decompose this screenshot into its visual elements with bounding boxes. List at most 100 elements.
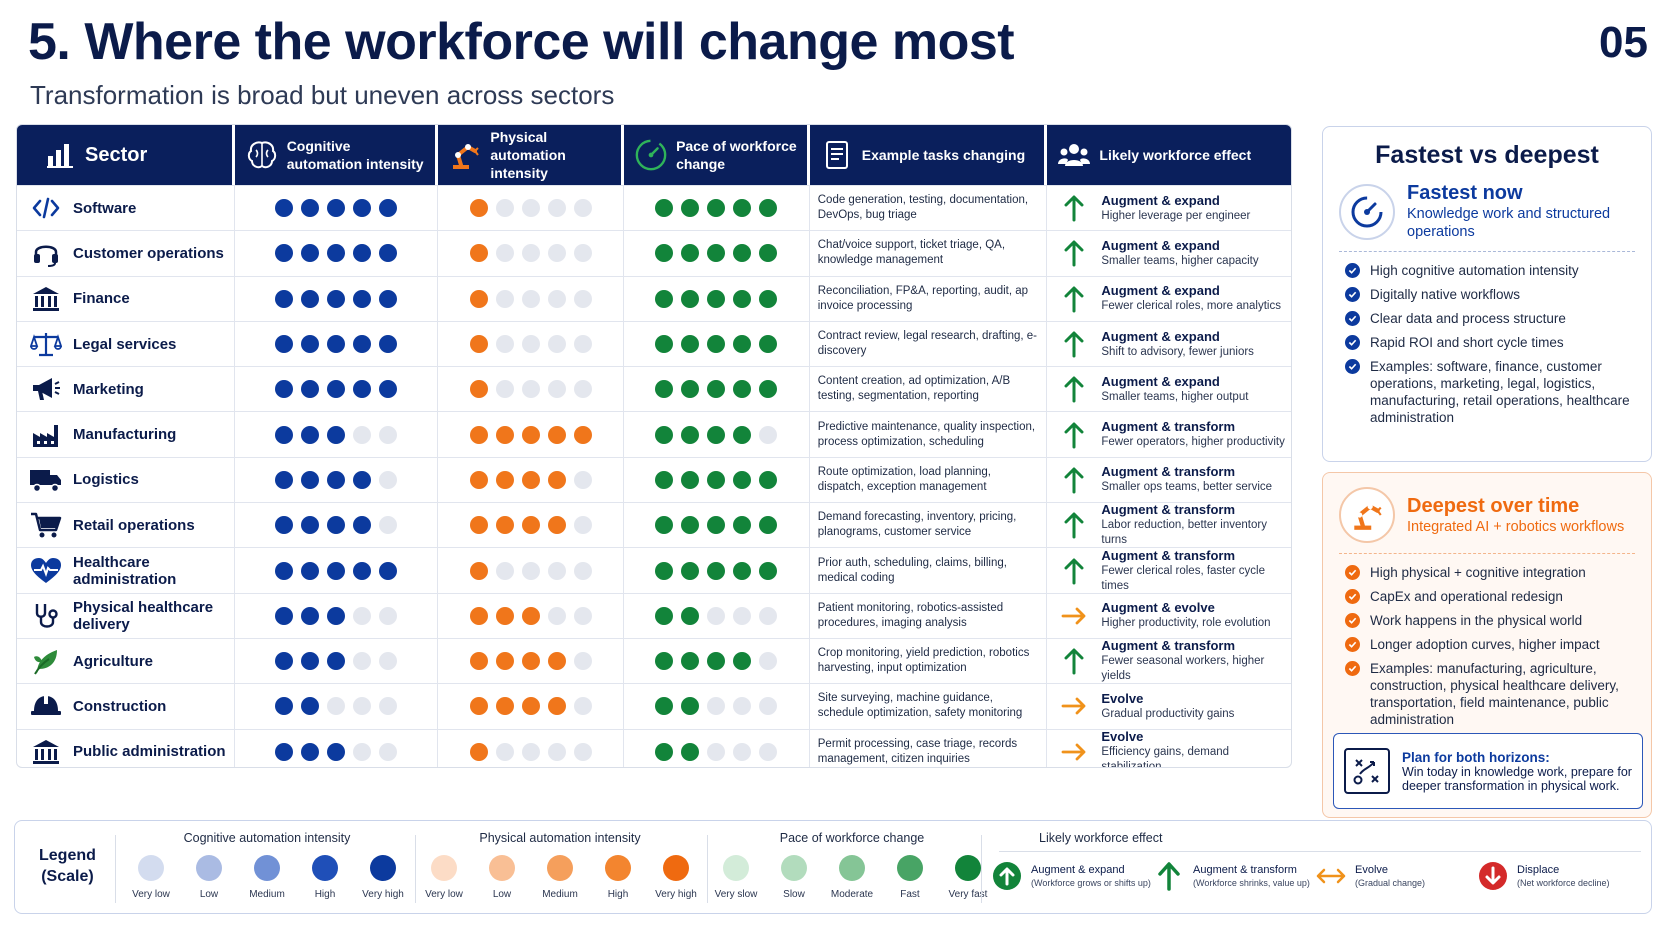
- legend-scale-label: Very low: [425, 889, 463, 900]
- robot-arm-icon: [1339, 487, 1395, 543]
- bullet-text: CapEx and operational redesign: [1370, 589, 1563, 604]
- physical-rating: [438, 593, 625, 638]
- rating-dot: [655, 335, 674, 354]
- rating-dot: [379, 561, 397, 580]
- rating-dot: [547, 335, 566, 354]
- table-row: Construction Site surveying, machine guid…: [17, 683, 1291, 729]
- effect-title: Evolve: [1101, 690, 1144, 706]
- effect-cell: Augment & transform Labor reduction, bett…: [1047, 502, 1291, 547]
- cognitive-rating: [235, 186, 439, 231]
- rating-dot: [707, 425, 726, 444]
- rating-dot: [301, 516, 319, 535]
- legend-effect-title: Likely workforce effect: [1039, 831, 1163, 845]
- rating-dot: [733, 425, 752, 444]
- rating-dot: [547, 742, 566, 761]
- rating-dot: [353, 561, 371, 580]
- tasks-cell: Demand forecasting, inventory, pricing, …: [810, 503, 1048, 548]
- effect-title: Augment & transform: [1101, 502, 1236, 518]
- rating-dot: [301, 606, 319, 625]
- legend-scale-label: Very high: [655, 889, 697, 900]
- rating-dot: [733, 697, 752, 716]
- rating-dot: [707, 380, 726, 399]
- rating-dot: [655, 380, 674, 399]
- rating-dot: [327, 742, 345, 761]
- rating-dot: [301, 335, 319, 354]
- legend-effect-transform: Augment & transform (Workforce shrinks, v…: [1153, 860, 1315, 892]
- effect-text: Evolve Gradual productivity gains: [1101, 691, 1234, 722]
- header-effect-label: Likely workforce effect: [1099, 147, 1252, 163]
- rating-dot: [733, 516, 752, 535]
- rating-dot: [573, 425, 592, 444]
- rating-dot: [353, 697, 371, 716]
- table-row: Logistics Route optimization, load planni…: [17, 456, 1291, 503]
- cognitive-rating: [235, 503, 439, 548]
- fastest-subtitle: Knowledge work and structured operations: [1407, 206, 1611, 240]
- legend-scale-label: Medium: [542, 889, 578, 900]
- effect-title: Augment & expand: [1101, 373, 1220, 389]
- legend-scale-item: Low: [180, 855, 238, 900]
- effect-subtitle: Labor reduction, better inventory turns: [1101, 519, 1267, 547]
- rating-dot: [301, 697, 319, 716]
- divider: [1339, 251, 1635, 252]
- rating-dot: [681, 470, 700, 489]
- fastest-bullets: High cognitive automation intensity Digit…: [1323, 262, 1651, 426]
- rating-dot: [573, 244, 592, 263]
- rating-dot: [733, 561, 752, 580]
- rating-dot: [469, 652, 488, 671]
- cognitive-rating: [235, 276, 439, 321]
- people-group-icon: [1057, 138, 1091, 172]
- header-sector: Sector: [17, 125, 235, 185]
- rating-dot: [301, 380, 319, 399]
- effect-text: Augment & evolve Higher productivity, rol…: [1101, 600, 1270, 631]
- sector-name: Construction: [73, 697, 167, 715]
- right-arrow-icon: [1061, 691, 1087, 721]
- rating-dot: [655, 244, 674, 263]
- effect-text: Augment & expand Smaller teams, higher ou…: [1101, 374, 1248, 405]
- rating-dot: [573, 697, 592, 716]
- rating-dot: [327, 516, 345, 535]
- divider: [707, 835, 708, 903]
- bullet-text: Work happens in the physical world: [1370, 613, 1583, 628]
- tasks-cell: Prior auth, scheduling, claims, billing,…: [810, 548, 1048, 593]
- rating-dot: [301, 470, 319, 489]
- cognitive-rating: [235, 457, 439, 503]
- rating-dot: [495, 652, 514, 671]
- effect-title: Augment & transform: [1101, 638, 1236, 654]
- rating-dot: [521, 244, 540, 263]
- check-circle-icon: [1345, 565, 1360, 580]
- rating-dot: [327, 244, 345, 263]
- effect-text: Augment & transform Fewer seasonal worker…: [1101, 638, 1291, 684]
- check-circle-icon: [1345, 589, 1360, 604]
- rating-dot: [547, 606, 566, 625]
- effect-title: Augment & expand: [1101, 283, 1220, 299]
- legend-dot: [781, 855, 807, 881]
- effect-subtitle: Fewer operators, higher productivity: [1101, 436, 1285, 449]
- rating-dot: [379, 380, 397, 399]
- legend-scale-item: Very high: [647, 855, 705, 900]
- legend-scale-item: Very high: [354, 855, 412, 900]
- legend-scale-label: Medium: [249, 889, 285, 900]
- rating-dot: [707, 742, 726, 761]
- legend-dot: [897, 855, 923, 881]
- government-icon: [29, 737, 63, 767]
- fastest-feature: Fastest now Knowledge work and structure…: [1323, 170, 1651, 249]
- rating-dot: [275, 742, 293, 761]
- legend-cognitive: Cognitive automation intensity Very low L…: [122, 831, 412, 900]
- heart-pulse-icon: [29, 556, 63, 586]
- tasks-cell: Chat/voice support, ticket triage, QA, k…: [810, 231, 1048, 276]
- effect-text: Augment & transform Fewer clerical roles,…: [1101, 548, 1291, 594]
- effect-subtitle: Smaller teams, higher capacity: [1101, 254, 1259, 267]
- brain-icon: [245, 138, 279, 172]
- megaphone-icon: [29, 374, 63, 404]
- sector-name: Customer operations: [73, 244, 224, 262]
- legend-scale-label: Slow: [783, 889, 805, 900]
- rating-dot: [353, 470, 371, 489]
- rating-dot: [707, 697, 726, 716]
- bullet-text: Rapid ROI and short cycle times: [1370, 335, 1564, 350]
- sector-name: Finance: [73, 290, 130, 308]
- rating-dot: [327, 380, 345, 399]
- tasks-cell: Contract review, legal research, draftin…: [810, 321, 1048, 367]
- rating-dot: [547, 652, 566, 671]
- plan-callout: Plan for both horizons: Win today in kno…: [1333, 733, 1643, 809]
- effect-cell: Augment & transform Fewer operators, high…: [1047, 412, 1291, 456]
